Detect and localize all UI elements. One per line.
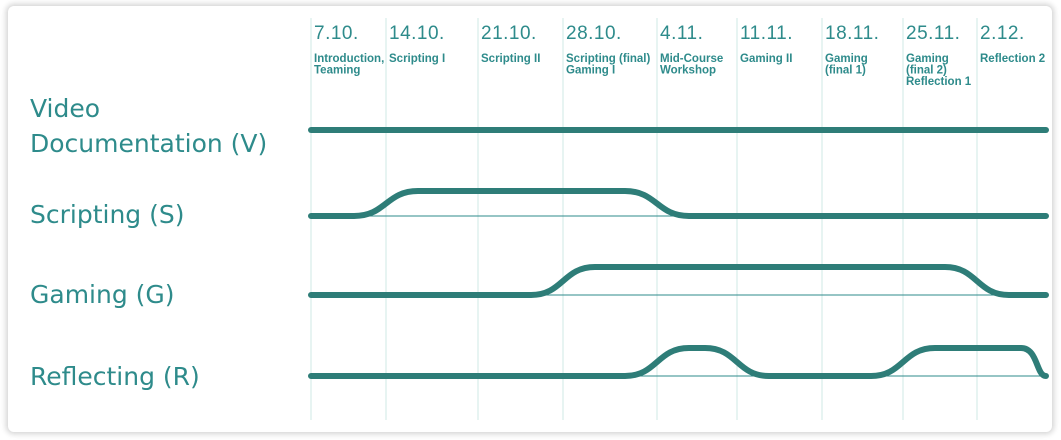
session-label: Scripting (final) bbox=[566, 53, 651, 65]
column-header: 25.11. Gaming(final 2)Reflection 1 bbox=[906, 23, 972, 88]
column-date: 2.12. bbox=[980, 23, 1025, 44]
column-header: 2.12. Reflection 2 bbox=[980, 23, 1045, 65]
session-label: Gaming II bbox=[740, 53, 792, 65]
column-date: 21.10. bbox=[481, 23, 537, 44]
column-header: 11.11. Gaming II bbox=[740, 23, 793, 65]
track-curve-reflecting bbox=[308, 345, 1049, 379]
session-label: Gaming I bbox=[566, 65, 615, 77]
column-header: 21.10. Scripting II bbox=[481, 23, 540, 65]
tracks bbox=[308, 127, 1049, 379]
column-headers: 7.10. Introduction,Teaming 14.10. Scripting… bbox=[314, 23, 1045, 88]
column-date: 28.10. bbox=[566, 23, 622, 44]
column-header: 18.11. Gaming(final 1) bbox=[825, 23, 879, 77]
track-label-video: Documentation (V) bbox=[30, 129, 267, 158]
column-date: 11.11. bbox=[740, 23, 793, 44]
session-label: Teaming bbox=[314, 65, 360, 77]
session-label: (final 1) bbox=[825, 65, 866, 77]
session-label: Scripting II bbox=[481, 53, 540, 65]
track-curve-gaming bbox=[308, 264, 1049, 298]
session-label: Gaming bbox=[906, 53, 949, 65]
column-header: 14.10. Scripting I bbox=[389, 23, 445, 65]
track-label-reflecting: Reflecting (R) bbox=[30, 362, 200, 391]
session-label: Reflection 2 bbox=[980, 53, 1045, 65]
track-label-video: Video bbox=[30, 94, 100, 123]
session-label: Gaming bbox=[825, 53, 868, 65]
track-labels: Video Documentation (V) Scripting (S) Gamin… bbox=[30, 94, 267, 391]
column-header: 7.10. Introduction,Teaming bbox=[314, 23, 384, 77]
session-label: Introduction, bbox=[314, 53, 384, 65]
column-date: 25.11. bbox=[906, 23, 960, 44]
session-label: Scripting I bbox=[389, 53, 445, 65]
column-date: 7.10. bbox=[314, 23, 359, 44]
track-curve-scripting bbox=[308, 188, 1049, 219]
column-date: 18.11. bbox=[825, 23, 879, 44]
session-label: Workshop bbox=[660, 65, 716, 77]
session-label: Reflection 1 bbox=[906, 76, 972, 88]
track-label-gaming: Gaming (G) bbox=[30, 280, 175, 309]
column-date: 14.10. bbox=[389, 23, 445, 44]
track-label-scripting: Scripting (S) bbox=[30, 200, 185, 229]
session-label: Mid-Course bbox=[660, 53, 723, 65]
session-label: (final 2) bbox=[906, 65, 947, 77]
column-date: 4.11. bbox=[660, 23, 703, 44]
column-header: 28.10. Scripting (final)Gaming I bbox=[566, 23, 651, 77]
